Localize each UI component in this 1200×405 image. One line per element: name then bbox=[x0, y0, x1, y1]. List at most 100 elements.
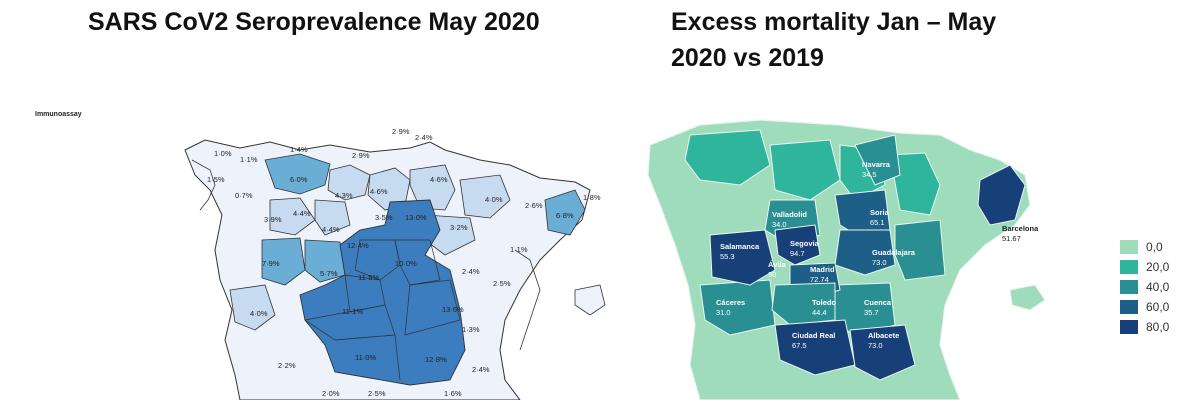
region-mid bbox=[261, 237, 306, 286]
seroprevalence-value-label: 2·4% bbox=[472, 365, 490, 374]
legend-swatch bbox=[1120, 300, 1138, 314]
seroprevalence-value-label: 2·4% bbox=[462, 267, 480, 276]
region-60 bbox=[709, 229, 776, 286]
region-low bbox=[327, 164, 371, 201]
region-value-label: 51.67 bbox=[1002, 234, 1021, 243]
seroprevalence-value-label: 4·0% bbox=[485, 195, 503, 204]
seroprevalence-value-label: 1·1% bbox=[240, 155, 258, 164]
legend-label: 20,0 bbox=[1146, 260, 1170, 274]
province-border bbox=[354, 239, 401, 281]
region-20 bbox=[889, 152, 941, 216]
immunoassay-label: Immunoassay bbox=[35, 111, 82, 118]
region-40 bbox=[894, 219, 946, 281]
region-value-label: 30 bbox=[768, 270, 776, 279]
region-low bbox=[264, 153, 331, 195]
seroprevalence-value-label: 0·7% bbox=[235, 191, 253, 200]
excess-mortality-map: Navarra 34.5 Soria 65.1 Valladolid 34.0 Barcel… bbox=[640, 105, 1200, 401]
seroprevalence-value-label: 2·9% bbox=[392, 127, 410, 136]
seroprevalence-value-label: 2·9% bbox=[352, 151, 370, 160]
seroprevalence-value-label: 2·5% bbox=[368, 389, 386, 398]
seroprevalence-value-label: 1·0% bbox=[214, 149, 232, 158]
region-name-label: Barcelona bbox=[1002, 224, 1039, 233]
region-catalonia bbox=[544, 189, 586, 236]
region-value-label: 44.4 bbox=[812, 308, 827, 317]
legend-swatch bbox=[1120, 280, 1138, 294]
region-low bbox=[229, 284, 276, 331]
region-low bbox=[314, 199, 351, 236]
seroprevalence-value-label: 1·8% bbox=[583, 193, 601, 202]
region-value-label: 31.0 bbox=[716, 308, 731, 317]
seroprevalence-value-label: 12·8% bbox=[425, 355, 447, 364]
region-name-label: Cáceres bbox=[716, 298, 745, 307]
seroprevalence-value-label: 2·5% bbox=[493, 279, 511, 288]
region-mid bbox=[304, 239, 346, 283]
seroprevalence-value-label: 4·6% bbox=[370, 187, 388, 196]
seroprevalence-value-label: 2·4% bbox=[415, 133, 433, 142]
legend-label: 80,0 bbox=[1146, 320, 1170, 334]
seroprevalence-value-label: 11·0% bbox=[355, 353, 376, 362]
region-name-label: Soria bbox=[870, 208, 890, 217]
region-low bbox=[409, 164, 456, 211]
province-border bbox=[334, 334, 401, 381]
seroprevalence-value-label: 4·0% bbox=[250, 309, 268, 318]
seroprevalence-value-label: 2·6% bbox=[525, 201, 543, 210]
legend-label: 40,0 bbox=[1146, 280, 1170, 294]
region-80 bbox=[774, 224, 821, 266]
region-value-label: 34.0 bbox=[772, 220, 787, 229]
legend-label: 0,0 bbox=[1146, 240, 1163, 254]
province-border bbox=[394, 239, 441, 286]
legend-swatch bbox=[1120, 240, 1138, 254]
seroprevalence-value-label: 3·2% bbox=[450, 223, 468, 232]
seroprevalence-value-label: 10·0% bbox=[395, 259, 417, 268]
balearic-island bbox=[1009, 284, 1046, 311]
region-low bbox=[459, 174, 511, 219]
region-name-label: Albacete bbox=[868, 331, 899, 340]
legend-swatch bbox=[1120, 260, 1138, 274]
region-value-label: 94.7 bbox=[790, 249, 805, 258]
coast-line bbox=[514, 249, 541, 351]
region-value-label: 55.3 bbox=[720, 252, 735, 261]
seroprevalence-value-label: 1·1% bbox=[510, 245, 528, 254]
seroprevalence-value-label: 2·0% bbox=[322, 389, 340, 398]
region-low bbox=[269, 197, 316, 236]
region-value-label: 72.74 bbox=[810, 275, 829, 284]
seroprevalence-value-label: 2·2% bbox=[278, 361, 296, 370]
region-40 bbox=[699, 279, 776, 336]
seroprevalence-value-label: 6·0% bbox=[290, 175, 308, 184]
province-border bbox=[404, 279, 461, 336]
region-value-label: 34.5 bbox=[862, 170, 877, 179]
region-name-label: Segovia bbox=[790, 239, 820, 248]
region-60 bbox=[849, 324, 916, 381]
seroprevalence-value-label: 12·4% bbox=[347, 241, 369, 250]
seroprevalence-value-label: 13·0% bbox=[405, 213, 427, 222]
seroprevalence-value-label: 3·9% bbox=[264, 215, 282, 224]
right-map-title: Excess mortality Jan – May 2020 vs 2019 bbox=[671, 8, 997, 72]
seroprevalence-map: Immunoassay 1·0% 1·1% 1·4% 2·9% 2·4% 2·9% 1·5%… bbox=[0, 90, 610, 401]
region-value-label: 65.1 bbox=[870, 218, 885, 227]
seroprevalence-value-label: 1·5% bbox=[207, 175, 225, 184]
seroprevalence-value-label: 3·5% bbox=[375, 213, 393, 222]
legend-swatch bbox=[1120, 320, 1138, 334]
left-map-title: SARS CoV2 Seroprevalence May 2020 bbox=[88, 8, 540, 36]
region-name-label: Madrid bbox=[810, 265, 835, 274]
legend: 0,0 20,0 40,0 60,0 80,0 bbox=[1120, 240, 1170, 334]
region-value-label: 35.7 bbox=[864, 308, 879, 317]
seroprevalence-value-label: 4·4% bbox=[293, 209, 311, 218]
region-name-label: Navarra bbox=[862, 160, 891, 169]
region-name-label: Ciudad Real bbox=[792, 331, 835, 340]
region-name-label: Cuenca bbox=[864, 298, 892, 307]
seroprevalence-value-label: 1·4% bbox=[290, 145, 308, 154]
region-name-label: Valladolid bbox=[772, 210, 807, 219]
seroprevalence-value-label: 4·4% bbox=[322, 225, 340, 234]
seroprevalence-value-label: 7·9% bbox=[262, 259, 280, 268]
region-value-label: 67.5 bbox=[792, 341, 807, 350]
seroprevalence-value-label: 6·8% bbox=[556, 211, 574, 220]
seroprevalence-map-svg: Immunoassay 1·0% 1·1% 1·4% 2·9% 2·4% 2·9% 1·5%… bbox=[35, 111, 606, 401]
region-name-label: Ávila bbox=[768, 260, 787, 269]
coast-line bbox=[191, 159, 216, 211]
region-60 bbox=[774, 319, 856, 376]
region-40 bbox=[854, 134, 901, 186]
region-20 bbox=[684, 129, 771, 186]
